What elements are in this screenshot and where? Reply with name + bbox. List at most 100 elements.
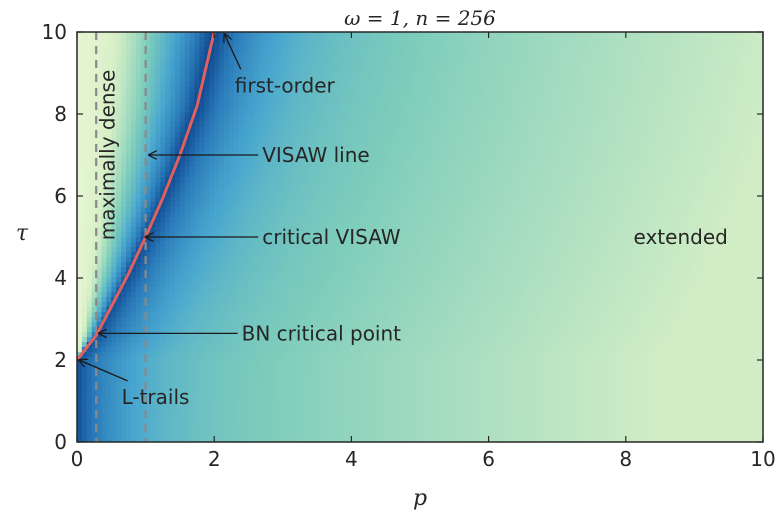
heatmap-cell [635, 177, 642, 183]
heatmap-cell [204, 192, 210, 198]
heatmap-cell [689, 157, 695, 163]
heatmap-cell [361, 77, 367, 83]
heatmap-cell [527, 37, 534, 43]
heatmap-cell [625, 142, 632, 148]
heatmap-cell [669, 192, 676, 198]
heatmap-cell [224, 132, 230, 138]
heatmap-cell [733, 62, 740, 68]
heatmap-cell [694, 42, 700, 48]
heatmap-cell [679, 152, 686, 158]
heatmap-cell [224, 182, 230, 188]
heatmap-cell [429, 192, 436, 198]
heatmap-cell [302, 107, 308, 113]
heatmap-cell [326, 202, 333, 208]
heatmap-cell [429, 147, 436, 153]
heatmap-cell [723, 92, 730, 98]
heatmap-cell [292, 87, 299, 93]
heatmap-cell [454, 207, 460, 213]
heatmap-cell [434, 42, 441, 48]
heatmap-cell [366, 172, 372, 178]
heatmap-cell [405, 142, 411, 148]
heatmap-cell [547, 57, 553, 63]
heatmap-cell [464, 182, 470, 188]
heatmap-cell [385, 92, 392, 98]
heatmap-cell [150, 142, 156, 148]
heatmap-cell [459, 72, 465, 78]
heatmap-cell [420, 92, 426, 98]
heatmap-cell [679, 117, 686, 123]
heatmap-cell [669, 122, 676, 128]
heatmap-cell [527, 177, 534, 183]
heatmap-cell [307, 122, 313, 128]
heatmap-cell [679, 197, 686, 203]
heatmap-cell [165, 207, 171, 213]
heatmap-cell [238, 52, 245, 58]
heatmap-cell [140, 127, 147, 133]
heatmap-cell [155, 122, 161, 128]
heatmap-cell [400, 127, 406, 133]
heatmap-cell [189, 147, 196, 153]
heatmap-cell [718, 37, 725, 43]
heatmap-cell [130, 117, 137, 123]
heatmap-cell [665, 162, 671, 168]
heatmap-cell [518, 167, 524, 173]
heatmap-cell [77, 112, 83, 118]
heatmap-cell [277, 162, 284, 168]
heatmap-cell [219, 57, 225, 63]
heatmap-cell [145, 42, 152, 48]
heatmap-cell [571, 182, 578, 188]
heatmap-cell [571, 52, 578, 58]
heatmap-cell [665, 167, 671, 173]
heatmap-cell [170, 202, 176, 208]
heatmap-cell [150, 47, 156, 53]
heatmap-cell [508, 162, 514, 168]
heatmap-cell [317, 172, 323, 178]
heatmap-cell [175, 127, 181, 133]
heatmap-cell [140, 132, 147, 138]
heatmap-cell [434, 102, 441, 108]
heatmap-cell [287, 197, 294, 203]
heatmap-cell [175, 82, 181, 88]
heatmap-cell [351, 37, 357, 43]
heatmap-cell [405, 52, 411, 58]
heatmap-cell [170, 62, 176, 68]
heatmap-cell [292, 107, 299, 113]
heatmap-cell [449, 127, 455, 133]
heatmap-cell [346, 92, 352, 98]
heatmap-cell [586, 127, 593, 133]
heatmap-cell [400, 52, 406, 58]
heatmap-cell [508, 72, 514, 78]
heatmap-cell [454, 42, 460, 48]
heatmap-cell [728, 202, 735, 208]
heatmap-cell [400, 147, 406, 153]
heatmap-cell [469, 172, 475, 178]
heatmap-cell [669, 77, 676, 83]
heatmap-cell [537, 32, 544, 38]
heatmap-cell [704, 97, 710, 103]
heatmap-cell [390, 152, 397, 158]
heatmap-cell [586, 132, 593, 138]
heatmap-cell [449, 32, 455, 38]
heatmap-cell [317, 162, 323, 168]
heatmap-cell [684, 187, 691, 193]
heatmap-cell [630, 187, 637, 193]
heatmap-cell [273, 147, 279, 153]
heatmap-cell [204, 162, 210, 168]
heatmap-cell [748, 132, 754, 138]
heatmap-cell [718, 147, 725, 153]
heatmap-cell [415, 72, 421, 78]
heatmap-cell [449, 137, 455, 143]
heatmap-cell [537, 207, 544, 213]
heatmap-cell [326, 162, 333, 168]
heatmap-cell [699, 192, 705, 198]
heatmap-cell [567, 47, 573, 53]
heatmap-cell [380, 122, 387, 128]
heatmap-cell [214, 82, 220, 88]
heatmap-cell [753, 187, 759, 193]
heatmap-cell [268, 197, 274, 203]
heatmap-cell [331, 207, 338, 213]
heatmap-cell [498, 62, 504, 68]
heatmap-cell [748, 177, 754, 183]
heatmap-cell [669, 47, 676, 53]
heatmap-cell [522, 107, 529, 113]
